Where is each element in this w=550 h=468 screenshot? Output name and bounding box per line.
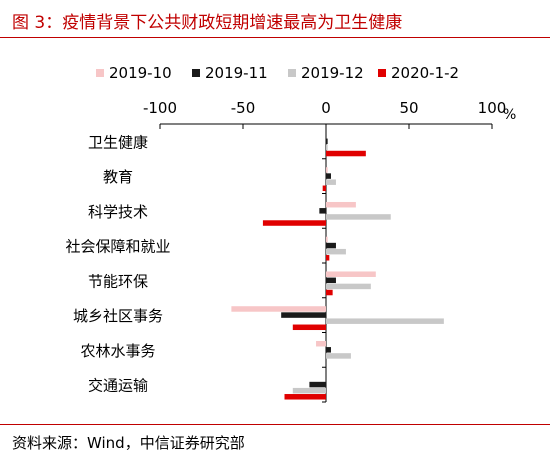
- category-label: 节能环保: [88, 272, 148, 290]
- chart-legend: 2019-10 2019-11 2019-12 2020-1-2: [96, 64, 459, 82]
- bar: [326, 283, 371, 290]
- x-tick-label: 100: [478, 99, 507, 117]
- bar: [262, 220, 326, 226]
- bar: [326, 167, 328, 173]
- bar: [284, 394, 326, 400]
- bar: [326, 214, 391, 220]
- bar: [326, 277, 336, 284]
- category-label: 城乡社区事务: [73, 307, 163, 325]
- x-tick-label: -100: [143, 99, 177, 117]
- legend-label: 2020-1-2: [391, 64, 459, 82]
- category-label: 交通运输: [88, 377, 148, 395]
- bar: [326, 138, 328, 145]
- bar-chart: 2019-10 2019-11 2019-12 2020-1-2 -100 -50 0 50…: [65, 64, 516, 403]
- bar: [281, 312, 326, 318]
- source-note: 资料来源：Wind，中信证券研究部: [12, 434, 245, 452]
- bar: [326, 242, 336, 249]
- bar: [231, 306, 326, 312]
- title-bar: 图 3：疫情背景下公共财政短期增速最高为卫生健康: [0, 0, 550, 38]
- bar: [326, 236, 328, 243]
- category-label: 农林水事务: [80, 342, 155, 360]
- bar: [326, 144, 328, 151]
- x-unit-label: %: [503, 107, 516, 123]
- bar: [319, 208, 326, 214]
- bar: [309, 381, 326, 388]
- bar: [326, 150, 366, 157]
- bar: [292, 387, 326, 394]
- category-label: 科学技术: [88, 203, 148, 221]
- x-tick-label: 0: [321, 99, 331, 117]
- x-tick-label: -50: [231, 99, 256, 117]
- legend-label: 2019-12: [301, 64, 364, 82]
- bar: [322, 185, 326, 192]
- legend-label: 2019-11: [205, 64, 268, 82]
- bar: [326, 179, 336, 185]
- title-rule: [0, 37, 550, 38]
- category-label: 社会保障和就业: [65, 238, 170, 256]
- bar: [326, 289, 333, 296]
- bar: [326, 318, 444, 324]
- bar: [292, 324, 326, 331]
- bar: [326, 201, 356, 208]
- legend-swatch: [192, 69, 200, 77]
- x-axis: -100 -50 0 50 100%: [143, 99, 516, 403]
- legend-swatch: [96, 69, 104, 77]
- legend-swatch: [378, 69, 386, 77]
- bar: [326, 271, 376, 277]
- category-label: 教育: [103, 168, 133, 186]
- bar: [326, 248, 346, 255]
- bars: [231, 138, 444, 400]
- legend-label: 2019-10: [109, 64, 172, 82]
- source-rule: [0, 424, 550, 425]
- bar: [326, 173, 331, 179]
- figure-title: 图 3：疫情背景下公共财政短期增速最高为卫生健康: [12, 13, 403, 33]
- bar: [326, 353, 351, 359]
- x-tick-label: 50: [399, 99, 418, 117]
- bar: [316, 340, 326, 347]
- legend-swatch: [288, 69, 296, 77]
- bar: [326, 347, 331, 353]
- bar: [326, 255, 330, 261]
- category-label: 卫生健康: [88, 133, 148, 151]
